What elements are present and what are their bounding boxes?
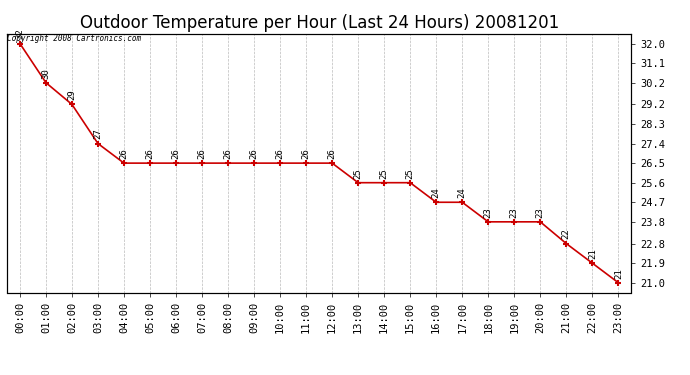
Text: 26: 26 (119, 148, 128, 159)
Text: 26: 26 (328, 148, 337, 159)
Text: 23: 23 (484, 207, 493, 218)
Text: 22: 22 (562, 229, 571, 239)
Title: Outdoor Temperature per Hour (Last 24 Hours) 20081201: Outdoor Temperature per Hour (Last 24 Ho… (79, 14, 559, 32)
Text: 23: 23 (535, 207, 545, 218)
Text: 24: 24 (432, 188, 441, 198)
Text: 23: 23 (510, 207, 519, 218)
Text: 26: 26 (172, 148, 181, 159)
Text: 32: 32 (15, 28, 24, 39)
Text: 30: 30 (41, 68, 50, 78)
Text: 25: 25 (354, 168, 363, 178)
Text: 26: 26 (197, 148, 206, 159)
Text: 25: 25 (406, 168, 415, 178)
Text: Copyright 2008 Cartronics.com: Copyright 2008 Cartronics.com (7, 34, 141, 43)
Text: 21: 21 (588, 248, 597, 259)
Text: 24: 24 (457, 188, 466, 198)
Text: 26: 26 (250, 148, 259, 159)
Text: 26: 26 (302, 148, 310, 159)
Text: 26: 26 (275, 148, 284, 159)
Text: 29: 29 (68, 90, 77, 100)
Text: 21: 21 (614, 268, 623, 279)
Text: 27: 27 (93, 129, 103, 140)
Text: 26: 26 (146, 148, 155, 159)
Text: 25: 25 (380, 168, 388, 178)
Text: 26: 26 (224, 148, 233, 159)
